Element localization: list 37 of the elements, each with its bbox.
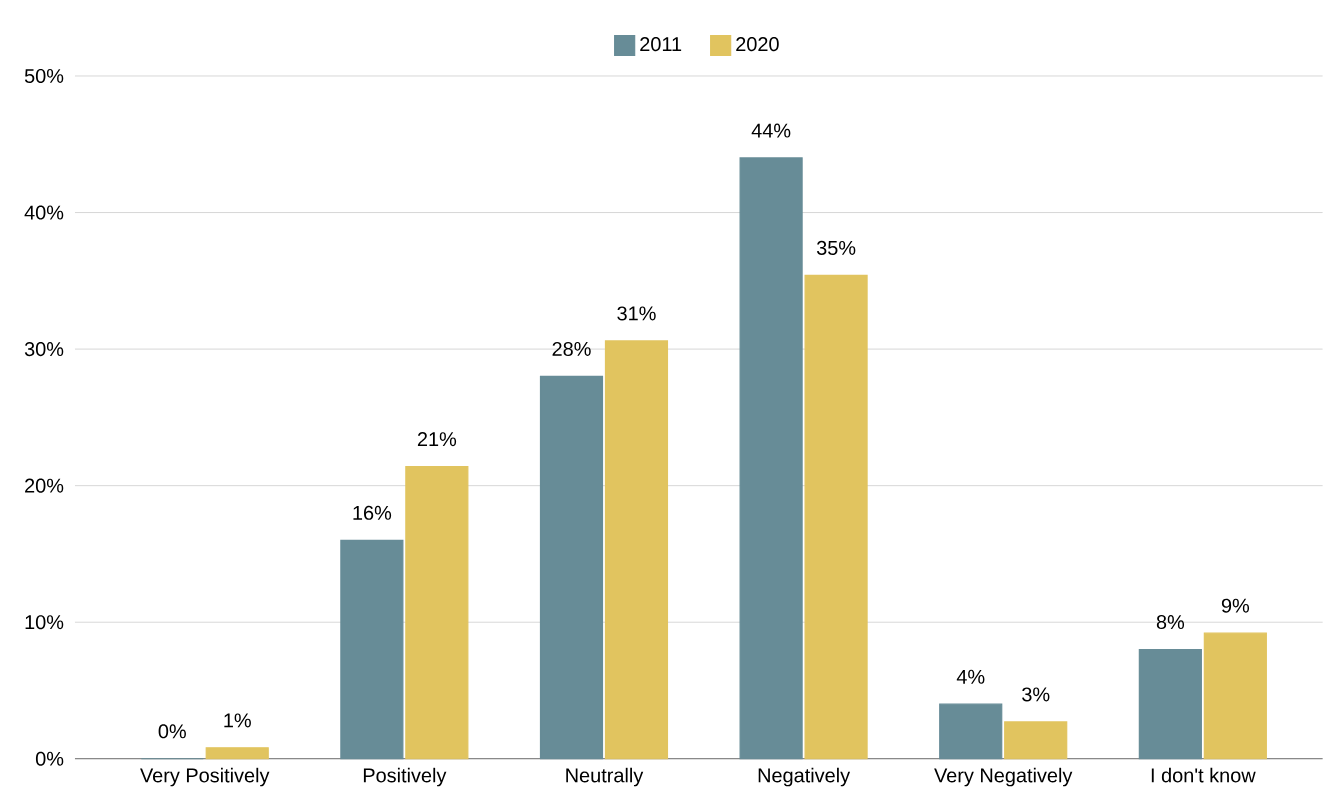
data-label: 8%	[1156, 615, 1185, 630]
data-label: 35%	[816, 240, 856, 256]
bar	[739, 157, 803, 760]
y-tick-label: 40%	[24, 205, 64, 220]
bar	[340, 539, 404, 760]
x-tick-label: Negatively	[758, 767, 851, 787]
bar	[539, 375, 604, 760]
y-tick-label: 30%	[24, 342, 64, 357]
legend-label: 2020	[736, 37, 779, 52]
bar	[1138, 649, 1202, 760]
bar	[604, 340, 669, 760]
x-tick-label: Very Negatively	[934, 767, 1073, 787]
bar	[1203, 632, 1267, 760]
legend-label: 2011	[640, 37, 682, 52]
bar	[205, 747, 269, 760]
data-label: 21%	[417, 432, 457, 447]
x-tick-label: I don't know	[1151, 767, 1256, 783]
y-tick-label: 20%	[25, 478, 64, 493]
data-label: 31%	[617, 306, 656, 321]
data-label: 16%	[353, 505, 392, 520]
bar	[939, 703, 1003, 760]
bar	[1004, 721, 1068, 760]
bar	[405, 466, 469, 760]
y-tick-label: 10%	[25, 615, 64, 630]
y-tick-label: 0%	[35, 751, 64, 766]
x-tick-label: Neutrally	[566, 767, 644, 787]
y-tick-label: 50%	[24, 69, 64, 84]
data-label: 44%	[751, 123, 791, 138]
x-tick-label: Very Positively	[140, 767, 270, 787]
data-label: 28%	[552, 342, 591, 357]
data-label: 4%	[956, 669, 985, 684]
data-label: 3%	[1022, 687, 1050, 702]
data-label: 0%	[158, 724, 186, 739]
bar	[804, 274, 868, 760]
x-tick-label: Positively	[363, 767, 447, 787]
data-label: 1%	[224, 713, 251, 728]
data-label: 9%	[1221, 598, 1250, 613]
